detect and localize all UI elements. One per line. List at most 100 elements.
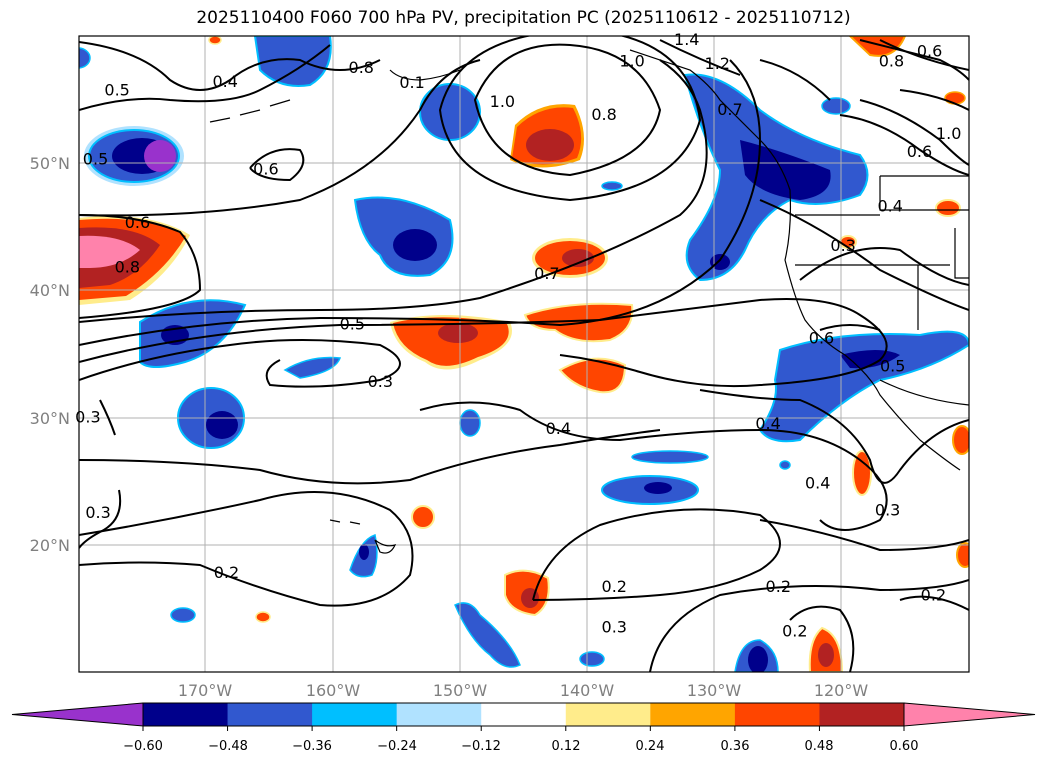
contour-label: 0.5 <box>880 357 905 376</box>
contour-label: 0.2 <box>602 577 627 596</box>
colorbar-segment <box>396 703 482 726</box>
contour-label: 0.3 <box>875 500 900 519</box>
colorbar-segment <box>734 703 820 726</box>
contour-label: 1.0 <box>936 124 961 143</box>
colorbar-segment <box>143 703 229 726</box>
contour-label: 0.5 <box>83 149 108 168</box>
lon-tick-label: 130°W <box>687 681 742 700</box>
contour-label: 0.2 <box>782 621 807 640</box>
contour-label: 0.6 <box>917 41 942 60</box>
lat-tick-label: 40°N <box>30 281 70 300</box>
contour-label: 0.7 <box>534 264 559 283</box>
colorbar-tick-label: 0.12 <box>552 739 581 754</box>
blob-negative <box>353 196 454 277</box>
contour-label: 0.4 <box>755 414 780 433</box>
blob-negative <box>821 97 851 115</box>
blob-negative <box>170 607 196 623</box>
lat-tick-label: 50°N <box>30 154 70 173</box>
colorbar-extend-max <box>903 702 1036 727</box>
contour-label: 0.8 <box>115 258 140 277</box>
blob-negative <box>734 639 779 672</box>
contour-label: 0.8 <box>591 105 616 124</box>
blob-negative <box>253 36 332 87</box>
map-frame <box>78 35 970 673</box>
colorbar-frame <box>142 702 905 727</box>
contour-label: 0.4 <box>212 72 237 91</box>
blob-positive <box>852 450 872 496</box>
contour-label: 0.5 <box>340 315 365 334</box>
lon-tick-label: 170°W <box>178 681 233 700</box>
figure-title: 2025110400 F060 700 hPa PV, precipitatio… <box>196 8 851 28</box>
blob-positive <box>510 104 584 168</box>
lon-tick-label: 150°W <box>433 681 488 700</box>
blob-positive <box>390 315 512 370</box>
contour-label: 0.7 <box>717 100 742 119</box>
blob-negative <box>601 450 709 505</box>
blob-negative <box>459 409 481 437</box>
blob-positive <box>208 36 222 45</box>
contour-label: 1.4 <box>674 30 699 49</box>
contour-label: 0.4 <box>805 474 830 493</box>
colorbar-tick-label: 0.36 <box>721 739 750 754</box>
lat-tick-label: 30°N <box>30 409 70 428</box>
colorbar-tick-label: −0.48 <box>208 739 248 754</box>
contour-label: 0.8 <box>879 51 904 70</box>
colorbar-extend-min <box>11 702 144 727</box>
contour-label: 0.2 <box>214 563 239 582</box>
contour-label: 0.3 <box>830 236 855 255</box>
colorbar-segment <box>227 703 313 726</box>
contour-label: 0.4 <box>877 196 902 215</box>
contour-label: 0.3 <box>602 617 627 636</box>
blob-positive <box>935 199 961 217</box>
contour-label: 0.6 <box>253 160 278 179</box>
colorbar-segment <box>819 703 905 726</box>
longitude-labels: 170°W 160°W 150°W 140°W 130°W 120°W <box>178 681 869 700</box>
colorbar-segments <box>11 702 1036 727</box>
colorbar-tick-label: −0.24 <box>377 739 417 754</box>
contour-label: 0.6 <box>809 329 834 348</box>
colorbar: −0.60 −0.48 −0.36 −0.24 −0.12 0.12 0.24 … <box>11 702 1036 754</box>
blob-negative <box>79 47 91 69</box>
colorbar-ticks <box>142 726 905 731</box>
blob-negative <box>283 356 342 379</box>
contour-label: 0.3 <box>85 503 110 522</box>
contour-label: 0.3 <box>368 372 393 391</box>
blob-negative <box>601 181 623 191</box>
blob-negative <box>779 460 791 470</box>
blob-positive <box>411 505 435 529</box>
blob-positive <box>952 425 969 455</box>
colorbar-tick-label: −0.60 <box>123 739 163 754</box>
contour-label: 0.6 <box>125 213 150 232</box>
blob-negative <box>683 73 869 282</box>
contour-label: 0.1 <box>399 73 424 92</box>
colorbar-segment <box>481 703 567 726</box>
contour-label: 0.2 <box>766 577 791 596</box>
contour-label: 0.3 <box>75 408 100 427</box>
contour-label: 0.8 <box>349 58 374 77</box>
blob-negative <box>454 602 521 668</box>
colorbar-tick-label: −0.36 <box>292 739 332 754</box>
coastlines <box>209 49 969 554</box>
lon-tick-label: 140°W <box>560 681 615 700</box>
blob-positive <box>255 611 271 623</box>
contour-label: 0.4 <box>546 419 571 438</box>
colorbar-tick-labels: −0.60 −0.48 −0.36 −0.24 −0.12 0.12 0.24 … <box>123 739 918 754</box>
blob-negative <box>579 651 605 667</box>
blob-positive <box>79 216 190 305</box>
lon-tick-label: 160°W <box>306 681 361 700</box>
latitude-labels: 50°N 40°N 30°N 20°N <box>30 154 70 555</box>
lat-tick-label: 20°N <box>30 536 70 555</box>
contour-label: 0.2 <box>921 586 946 605</box>
pv-contours <box>79 36 969 672</box>
blob-positive <box>504 569 550 617</box>
blob-positive <box>944 91 966 105</box>
colorbar-segment <box>565 703 651 726</box>
contour-label: 0.5 <box>104 81 129 100</box>
colorbar-tick-label: −0.12 <box>461 739 501 754</box>
blob-negative <box>419 83 481 141</box>
contour-labels: 0.5 0.40.80.11.01.01.41.20.8 0.70.80.61.00… <box>75 30 961 640</box>
contour-label: 1.2 <box>705 54 730 73</box>
colorbar-tick-label: 0.24 <box>636 739 665 754</box>
colorbar-tick-label: 0.48 <box>805 739 834 754</box>
